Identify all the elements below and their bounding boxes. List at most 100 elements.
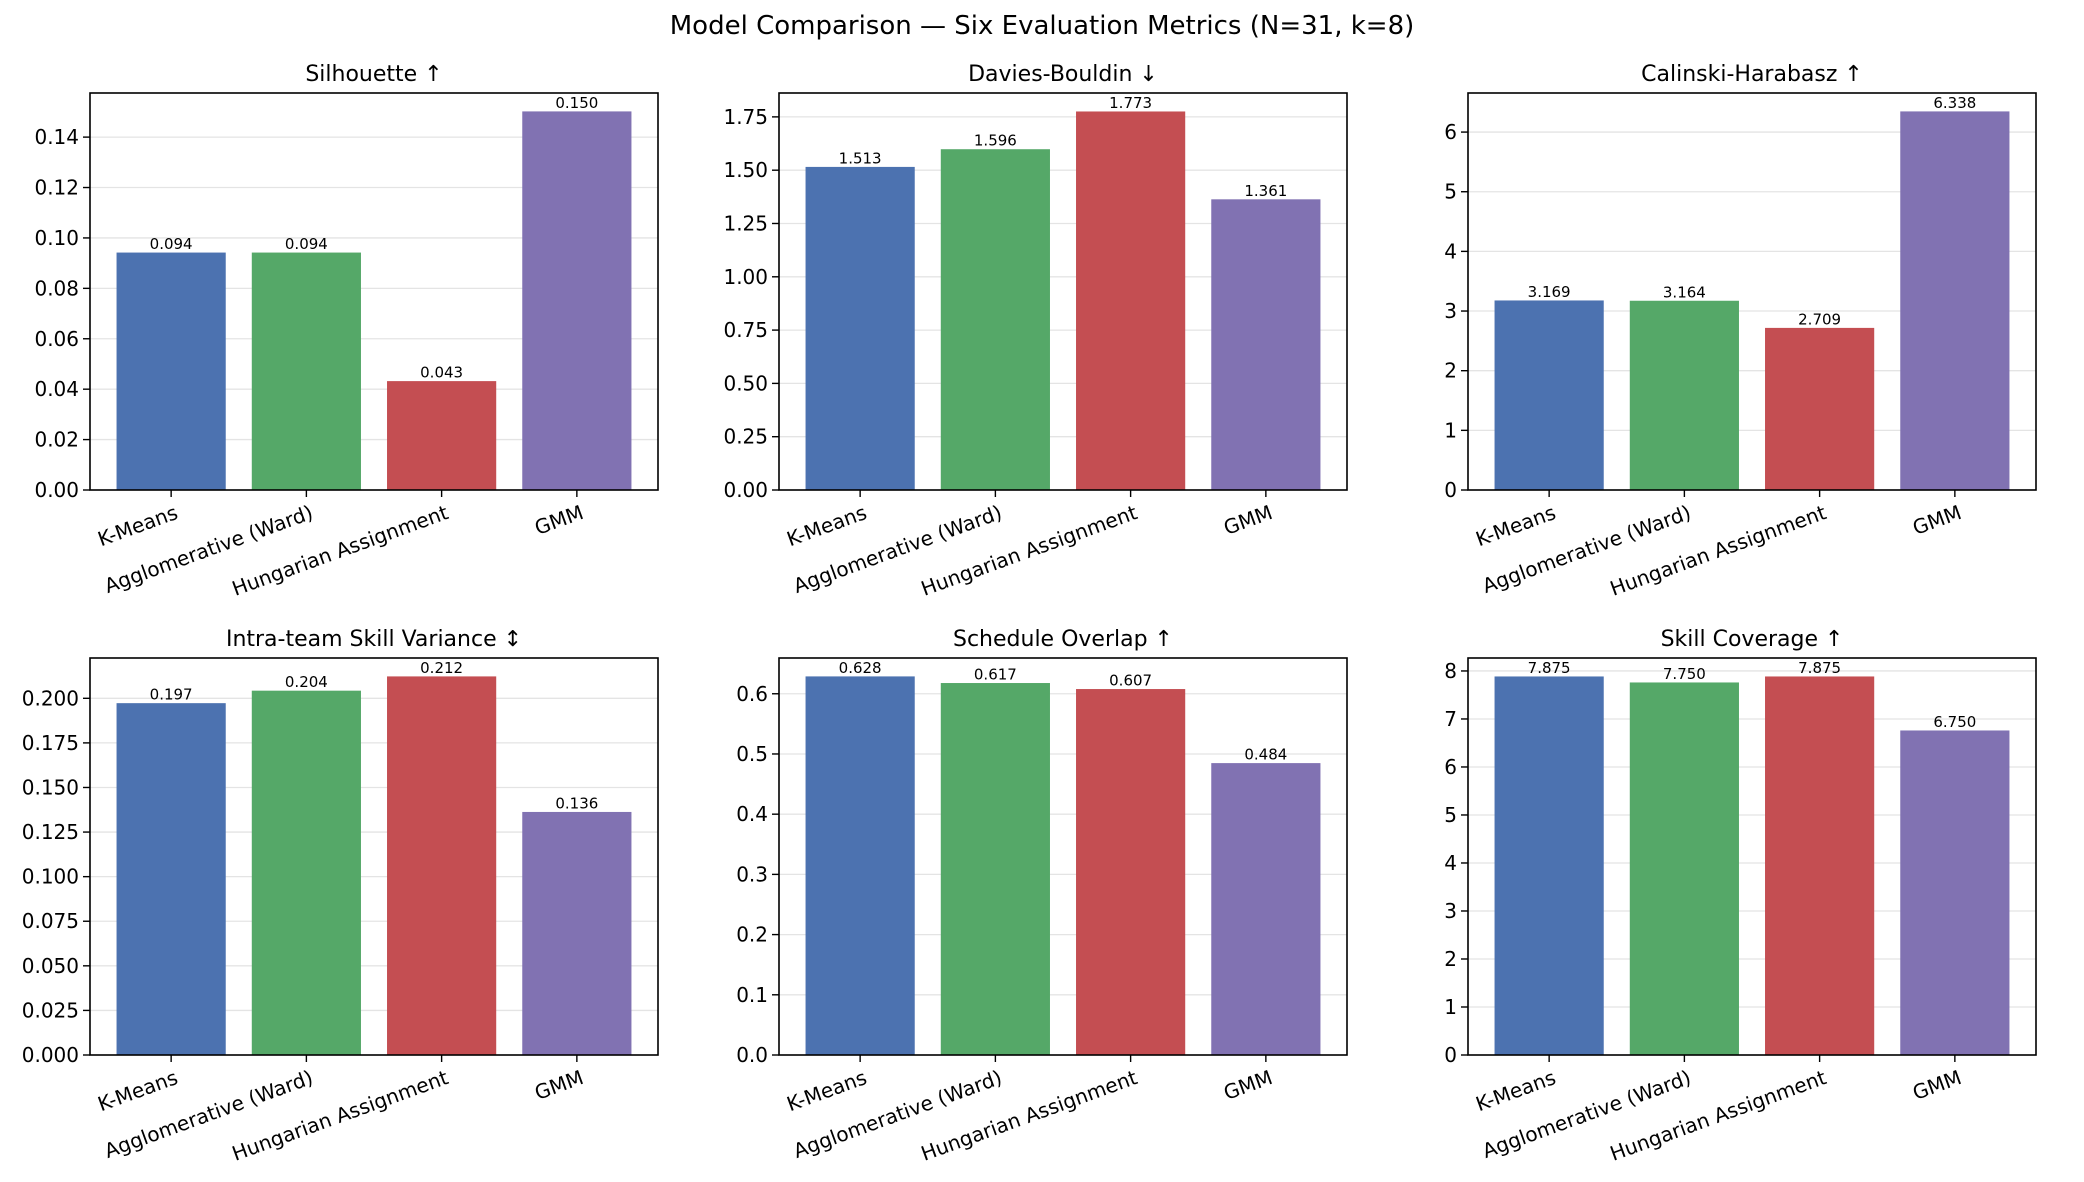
panel-title: Silhouette ↑ — [305, 62, 442, 87]
data-label: 0.484 — [1244, 746, 1287, 764]
y-tick-label: 5 — [1444, 180, 1457, 204]
y-tick-label: 1 — [1444, 418, 1457, 442]
bar-k-means — [116, 703, 226, 1056]
chart-panel-5: Schedule Overlap ↑0.00.10.20.30.40.50.60… — [736, 627, 1348, 1166]
x-tick-label: Hungarian Assignment — [918, 1065, 1141, 1166]
chart-panel-1: Silhouette ↑ 0.00 0.02 0.04 0.06 0.08 0.10 0.12… — [34, 62, 659, 601]
y-tick-label: 4 — [1444, 851, 1457, 875]
y-tick-label: 1.00 — [723, 265, 768, 289]
y-tick-label: 0.00 — [34, 478, 79, 502]
x-tick-label: Hungarian Assignment — [229, 500, 452, 601]
bar-hungarian-assignment — [1765, 327, 1875, 491]
y-tick-label: 4 — [1444, 239, 1457, 263]
axes-frame — [1467, 657, 2037, 1056]
chart-panel-2: Davies-Bouldin ↓ 0.00 0.25 0.50 0.75 1.00 1.25… — [723, 62, 1348, 601]
y-tick-label: 0.25 — [723, 425, 768, 449]
bar-gmm — [1211, 199, 1321, 491]
x-tick-label: K-Means — [1473, 500, 1559, 551]
data-label: 7.875 — [1798, 659, 1841, 677]
x-tick-label: K-Means — [95, 1065, 181, 1116]
y-tick-label: 0 — [1444, 478, 1457, 502]
bar-k-means — [116, 252, 226, 491]
x-tick-label: Hungarian Assignment — [229, 1065, 452, 1166]
x-tick-label: K-Means — [1473, 1065, 1559, 1116]
y-tick-label: 0.12 — [34, 176, 79, 200]
bar-hungarian-assignment — [1076, 689, 1186, 1056]
bar-k-means — [1494, 300, 1604, 491]
y-tick-label: 1.50 — [723, 158, 768, 182]
y-tick-label: 3 — [1444, 299, 1457, 323]
x-tick-label: GMM — [1220, 1065, 1275, 1105]
y-tick-label: 0.50 — [723, 371, 768, 395]
y-tick-label: 6 — [1444, 120, 1457, 144]
data-label: 2.709 — [1798, 310, 1841, 328]
bar-gmm — [522, 811, 632, 1056]
bar-hungarian-assignment — [387, 676, 497, 1056]
bar-gmm — [1211, 763, 1321, 1056]
bar-hungarian-assignment — [1765, 676, 1875, 1056]
bar-hungarian-assignment — [387, 381, 497, 491]
bar-k-means — [805, 166, 915, 491]
data-label: 0.150 — [555, 94, 598, 112]
data-label: 1.596 — [974, 132, 1017, 150]
x-tick-label: K-Means — [784, 500, 870, 551]
panel-title: Intra-team Skill Variance ↕ — [226, 627, 522, 652]
x-tick-label: K-Means — [784, 1065, 870, 1116]
data-label: 6.750 — [1933, 713, 1976, 731]
data-label: 0.197 — [150, 686, 193, 704]
y-tick-label: 0.125 — [22, 820, 79, 844]
data-label: 1.773 — [1109, 94, 1152, 112]
bar-agglomerative-ward — [1629, 682, 1739, 1056]
x-tick-label: GMM — [1220, 500, 1275, 540]
y-tick-label: 1 — [1444, 995, 1457, 1019]
y-tick-label: 0.175 — [22, 731, 79, 755]
bar-agglomerative-ward — [940, 683, 1050, 1056]
y-tick-label: 1.75 — [723, 105, 768, 129]
y-tick-label: 0.150 — [22, 775, 79, 799]
y-tick-label: 6 — [1444, 755, 1457, 779]
y-tick-label: 8 — [1444, 659, 1457, 683]
y-tick-label: 5 — [1444, 803, 1457, 827]
y-tick-label: 0.5 — [736, 742, 768, 766]
y-tick-label: 0.2 — [736, 923, 768, 947]
chart-panels: Silhouette ↑0.000.020.040.060.080.100.12… — [22, 62, 2037, 1166]
x-tick-label: Hungarian Assignment — [1607, 500, 1830, 601]
data-label: 7.875 — [1528, 659, 1571, 677]
y-tick-label: 0.06 — [34, 327, 79, 351]
y-tick-label: 0.6 — [736, 682, 768, 706]
axes-frame — [89, 657, 659, 1056]
panel-title: Schedule Overlap ↑ — [953, 627, 1173, 652]
x-tick-label: GMM — [1909, 1065, 1964, 1105]
data-label: 6.338 — [1933, 94, 1976, 112]
y-tick-label: 0 — [1444, 1043, 1457, 1067]
y-tick-label: 0.075 — [22, 909, 79, 933]
panel-title: Calinski-Harabasz ↑ — [1641, 62, 1863, 87]
chart-panel-3: Calinski-Harabasz ↑ 0 1 2 3 4 5 6 3.169 K-Means 3.… — [1444, 62, 2037, 601]
y-tick-label: 0.1 — [736, 983, 768, 1007]
y-tick-label: 0.75 — [723, 318, 768, 342]
data-label: 0.043 — [420, 364, 463, 382]
data-label: 0.607 — [1109, 672, 1152, 690]
data-label: 7.750 — [1663, 665, 1706, 683]
bar-gmm — [1900, 730, 2010, 1056]
data-label: 0.204 — [285, 673, 328, 691]
chart-panel-4: Intra-team Skill Variance ↕ 0.000 0.025 0.0… — [22, 627, 659, 1166]
bar-gmm — [1900, 111, 2010, 491]
data-label: 0.094 — [285, 235, 328, 253]
data-label: 0.094 — [150, 235, 193, 253]
y-tick-label: 2 — [1444, 359, 1457, 383]
data-label: 0.212 — [420, 659, 463, 677]
x-tick-label: GMM — [1909, 500, 1964, 540]
y-tick-label: 0.200 — [22, 686, 79, 710]
bar-hungarian-assignment — [1076, 111, 1186, 491]
x-tick-label: GMM — [531, 500, 586, 540]
figure-title: Model Comparison — Six Evaluation Metric… — [670, 11, 1415, 41]
bar-agglomerative-ward — [251, 690, 361, 1056]
y-tick-label: 2 — [1444, 947, 1457, 971]
y-tick-label: 0.025 — [22, 998, 79, 1022]
data-label: 3.169 — [1528, 283, 1571, 301]
axes-frame — [89, 92, 659, 491]
y-tick-label: 0.04 — [34, 377, 79, 401]
bar-agglomerative-ward — [940, 149, 1050, 491]
